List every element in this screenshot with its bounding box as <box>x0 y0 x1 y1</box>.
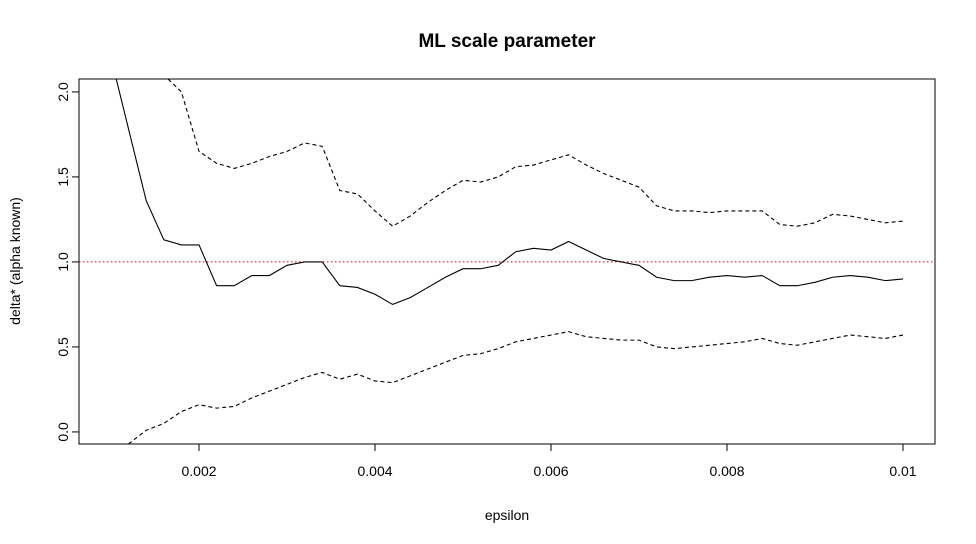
y-tick-label: 1.0 <box>55 252 71 272</box>
series-line <box>167 79 904 227</box>
x-axis-label: epsilon <box>485 507 529 523</box>
y-tick-label: 0.5 <box>55 337 71 357</box>
chart-title: ML scale parameter <box>418 31 596 52</box>
y-tick-label: 2.0 <box>55 82 71 102</box>
x-tick-label: 0.004 <box>357 463 392 479</box>
x-tick-label: 0.01 <box>889 463 916 479</box>
x-tick-label: 0.002 <box>181 463 216 479</box>
series-line <box>115 79 904 306</box>
y-tick-label: 0.0 <box>55 422 71 442</box>
x-tick-label: 0.006 <box>533 463 568 479</box>
y-tick-label: 1.5 <box>55 167 71 187</box>
y-axis-label: delta* (alpha known) <box>7 197 23 325</box>
x-tick-label: 0.008 <box>709 463 744 479</box>
series-line <box>127 331 904 444</box>
